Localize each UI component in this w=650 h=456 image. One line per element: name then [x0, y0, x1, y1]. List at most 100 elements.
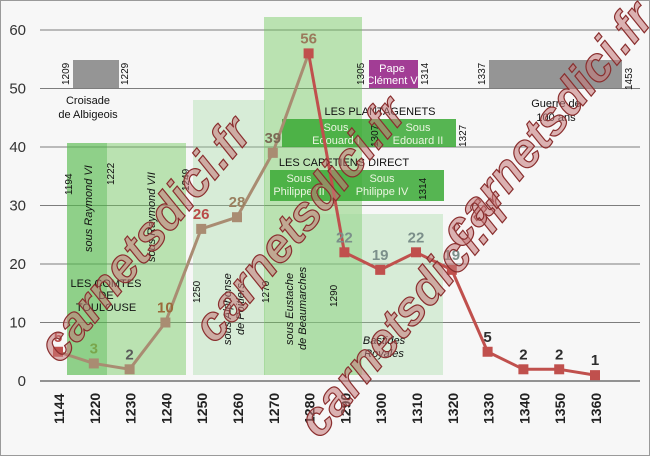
series-segment-0 — [57, 350, 95, 365]
croisade-label-2: de Albigeois — [58, 109, 118, 121]
series-segment-1 — [93, 361, 130, 371]
eustache-label-2: de Beaumarches — [297, 266, 309, 350]
bar-pape — [369, 60, 418, 88]
year-1249: 1249 — [181, 168, 192, 191]
guerre-label-2: 100 ans — [536, 112, 576, 124]
data-point-1270 — [267, 147, 278, 158]
band-bastides — [300, 214, 443, 375]
y-tick-label-30: 30 — [9, 198, 26, 215]
data-label-1310: 22 — [408, 229, 425, 246]
pape-start-year: 1305 — [356, 62, 367, 85]
y-tick-label-60: 60 — [9, 22, 26, 39]
year-1222: 1222 — [106, 162, 117, 185]
series-segment-8 — [343, 250, 381, 272]
y-tick-label-10: 10 — [9, 315, 26, 332]
alphonse-label-2: de Poitiers — [235, 283, 247, 335]
series-segment-14 — [558, 367, 596, 377]
y-tick-label-40: 40 — [9, 139, 26, 156]
plantagenets-title: LES PLANTAGENETS — [324, 106, 435, 118]
data-label-1230: 2 — [125, 346, 133, 363]
bastides-label-1: Bastides — [363, 335, 406, 347]
raymond6-label: sous Raymond VI — [83, 165, 95, 252]
band-plantagenets — [282, 119, 456, 147]
x-tick-label-1310: 1310 — [409, 393, 425, 424]
x-tick-label-1280: 1280 — [302, 393, 318, 424]
data-point-1360 — [590, 370, 600, 381]
data-point-1240 — [160, 317, 171, 328]
comtes-title-1: LES COMTES — [71, 278, 142, 290]
data-label-1290: 22 — [336, 229, 353, 246]
x-tick-label-1240: 1240 — [158, 393, 174, 424]
croisade-start-year: 1209 — [61, 62, 72, 85]
series-segment-10 — [415, 250, 453, 272]
year-1194: 1194 — [64, 173, 75, 195]
data-label-1250: 26 — [193, 206, 210, 223]
data-label-1360: 1 — [591, 352, 599, 369]
x-tick-label-1250: 1250 — [194, 393, 210, 424]
guerre-end-year: 1453 — [624, 67, 635, 90]
bar-croisade — [73, 60, 119, 88]
data-point-1300 — [375, 264, 386, 275]
edouard1-label-1: Sous — [323, 122, 349, 134]
data-label-1240: 10 — [157, 300, 174, 317]
band-alphonse — [193, 100, 265, 375]
data-point-1320 — [446, 264, 457, 275]
data-point-1290 — [339, 247, 350, 258]
y-tick-label-20: 20 — [9, 256, 26, 273]
data-point-1280 — [303, 48, 314, 59]
guerre-start-year: 1337 — [477, 62, 488, 85]
philippe4-label-1: Sous — [369, 173, 395, 185]
y-tick-label-50: 50 — [9, 81, 26, 98]
series-segment-9 — [379, 250, 417, 272]
y-axis-ticks: 0 10 20 30 40 50 60 — [9, 22, 26, 390]
data-point-1220 — [88, 358, 99, 369]
data-point-1260 — [232, 212, 242, 223]
plantagenets-split-year: 1307 — [370, 124, 381, 147]
year-1250: 1250 — [192, 280, 203, 303]
plantagenets-end-year: 1327 — [458, 124, 469, 147]
series-segment-6 — [271, 52, 311, 154]
data-point-1340 — [518, 364, 529, 375]
x-tick-label-1260: 1260 — [230, 393, 246, 424]
data-point-1230 — [124, 364, 135, 375]
data-label-1220: 3 — [90, 340, 98, 357]
data-point-1250 — [196, 223, 207, 234]
data-series — [53, 48, 600, 381]
year-1270: 1270 — [261, 280, 272, 303]
eustache-label-1: sous Eustache — [284, 273, 296, 345]
comtes-title-3: TOULOUSE — [76, 302, 136, 314]
series-segment-12 — [486, 350, 525, 371]
philippe3-label-2: Philippe III — [273, 186, 324, 198]
x-axis-ticks: 1144 1220 1230 1240 1250 1260 1270 1280 1290 1300… — [51, 393, 604, 424]
data-point-1144 — [53, 346, 63, 357]
philippe4-label-2: Philippe IV — [356, 186, 409, 198]
edouard2-label-2: Edouard II — [393, 135, 444, 147]
data-point-1310 — [411, 247, 421, 258]
band-capetiens — [270, 170, 444, 201]
capetiens-end-year: 1314 — [418, 177, 429, 200]
series-segment-7 — [307, 53, 346, 253]
x-tick-label-1270: 1270 — [266, 393, 282, 424]
guerre-label-1: Guerre de — [531, 98, 581, 110]
raymond7-label: sous Raymond VII — [146, 172, 158, 262]
pape-label-2: Clément V — [366, 75, 418, 87]
band-comtes-toulouse — [67, 143, 186, 375]
x-tick-label-1290: 1290 — [337, 393, 353, 424]
year-1290: 1290 — [329, 284, 340, 307]
bar-guerre — [489, 60, 622, 88]
x-tick-label-1330: 1330 — [481, 393, 497, 424]
series-segment-4 — [200, 215, 238, 231]
data-label-1260: 28 — [229, 194, 246, 211]
data-label-1320: 19 — [443, 247, 460, 264]
philippe3-label-1: Sous — [286, 173, 312, 185]
x-tick-label-1300: 1300 — [373, 393, 389, 424]
data-label-1340: 2 — [519, 346, 527, 363]
x-tick-label-1320: 1320 — [445, 393, 461, 424]
x-tick-label-1230: 1230 — [123, 393, 139, 424]
comtes-title-2: DE — [98, 290, 113, 302]
series-segment-5 — [235, 152, 275, 218]
x-tick-label-1220: 1220 — [87, 393, 103, 424]
croisade-end-year: 1229 — [120, 62, 131, 85]
